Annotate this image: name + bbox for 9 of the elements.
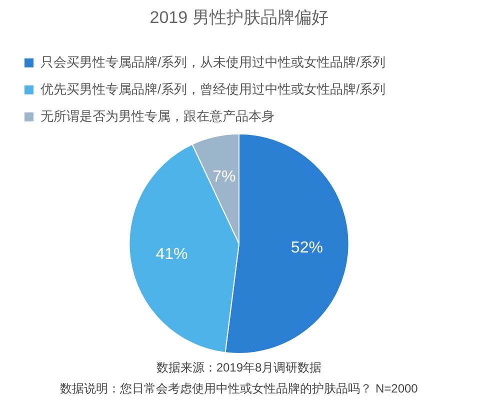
legend-label: 只会买男性专属品牌/系列，从未使用过中性或女性品牌/系列 <box>40 54 386 70</box>
data-label: 52% <box>290 239 323 256</box>
text: 数据说明：您日常会考虑使用中性或女性品牌的护肤品吗？ N=2000 <box>60 381 418 396</box>
data-label: 7% <box>212 168 236 186</box>
source-note: 数据来源：2019年8月调研数据 <box>156 360 322 374</box>
legend-label: 无所谓是否为男性专属，跟在意产品本身 <box>40 108 274 124</box>
legend-label: 优先买男性专属品牌/系列，曾经使用过中性或女性品牌/系列 <box>40 81 386 96</box>
data-label: 41% <box>156 246 188 263</box>
chart-title: 2019 男性护肤品牌偏好 <box>150 8 328 27</box>
